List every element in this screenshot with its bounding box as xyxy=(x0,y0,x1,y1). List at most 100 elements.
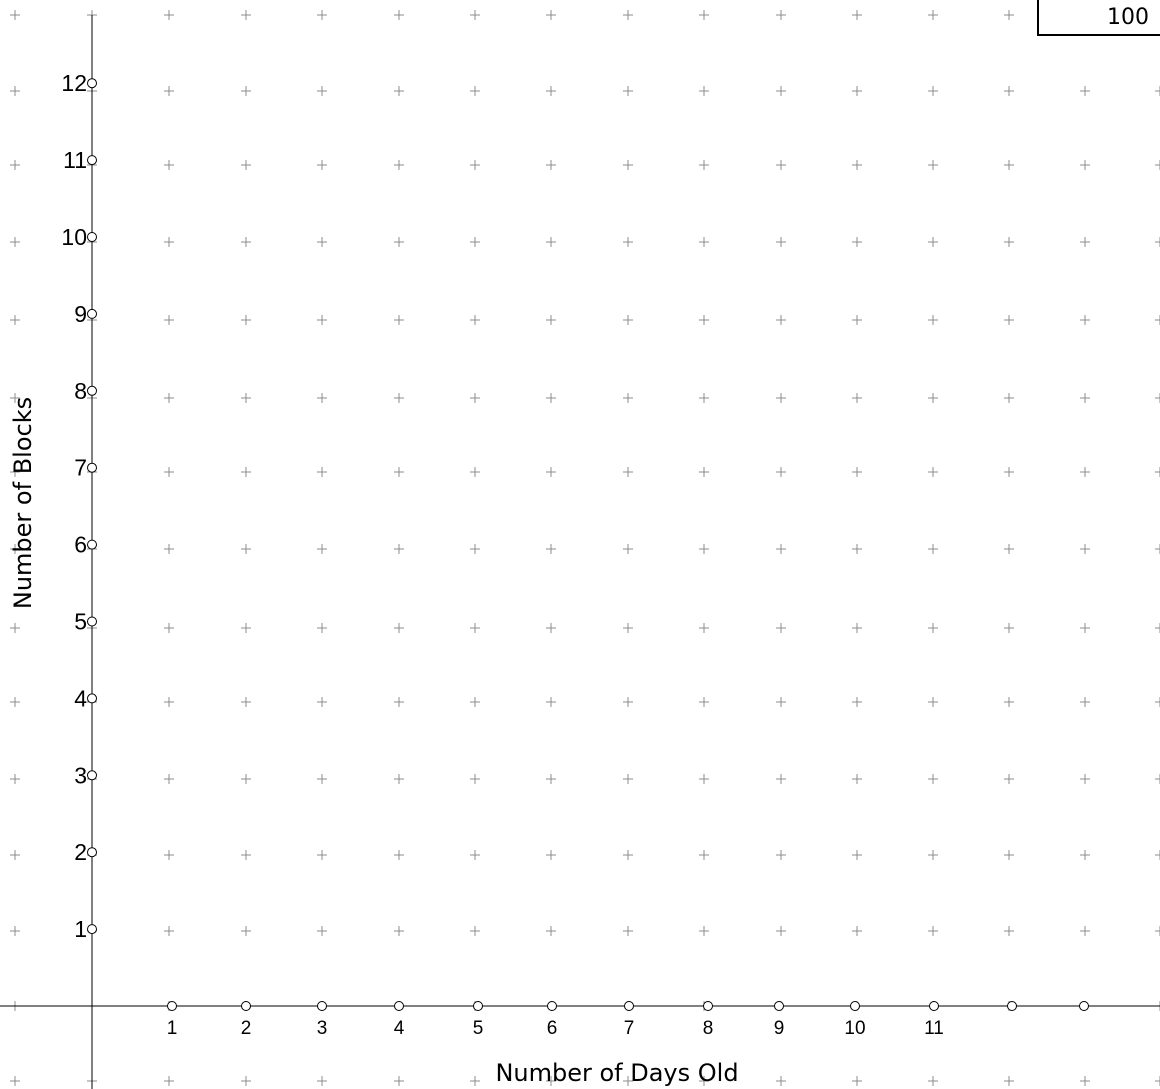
grid-cross xyxy=(623,850,633,860)
grid-cross xyxy=(470,315,480,325)
grid-cross xyxy=(10,86,20,96)
grid-cross xyxy=(241,467,251,477)
grid-cross xyxy=(10,10,20,20)
x-axis-point[interactable] xyxy=(547,1001,557,1011)
grid-cross xyxy=(776,926,786,936)
grid-cross xyxy=(241,774,251,784)
grid-cross xyxy=(699,623,709,633)
y-axis-point[interactable] xyxy=(87,155,97,166)
grid-cross xyxy=(546,697,556,707)
axis-points[interactable] xyxy=(87,78,1089,1011)
zoom-level-value: 100 xyxy=(1107,4,1149,30)
grid-cross xyxy=(164,86,174,96)
grid-cross xyxy=(1155,86,1160,96)
grid-cross xyxy=(1155,774,1160,784)
grid-cross xyxy=(317,237,327,247)
axes xyxy=(0,15,1160,1089)
grid-cross xyxy=(10,926,20,936)
grid-cross xyxy=(852,1076,862,1086)
grid-cross xyxy=(776,697,786,707)
grid-cross xyxy=(164,160,174,170)
grid-cross xyxy=(928,697,938,707)
grid-cross xyxy=(241,237,251,247)
grid-cross xyxy=(928,315,938,325)
y-axis-point[interactable] xyxy=(87,770,97,781)
grid-cross xyxy=(928,467,938,477)
grid-cross xyxy=(1080,315,1090,325)
grid-cross xyxy=(470,697,480,707)
x-axis-point[interactable] xyxy=(167,1001,177,1011)
grid-cross xyxy=(546,926,556,936)
grid-cross xyxy=(394,393,404,403)
grid-cross xyxy=(852,393,862,403)
grid-cross xyxy=(317,850,327,860)
grid-cross xyxy=(1004,774,1014,784)
grid-cross xyxy=(164,467,174,477)
grid-cross xyxy=(852,544,862,554)
x-axis-point[interactable] xyxy=(850,1001,860,1011)
x-axis-point[interactable] xyxy=(394,1001,404,1011)
y-axis-point[interactable] xyxy=(87,232,97,242)
grid-cross xyxy=(164,774,174,784)
grid-cross xyxy=(776,10,786,20)
grid-cross xyxy=(317,1076,327,1086)
grid-cross xyxy=(317,467,327,477)
grid-cross xyxy=(623,315,633,325)
grid-cross xyxy=(1080,774,1090,784)
grid-cross xyxy=(164,544,174,554)
y-axis-point[interactable] xyxy=(87,924,97,935)
grid-cross xyxy=(1004,467,1014,477)
grid-cross xyxy=(623,544,633,554)
grid-cross xyxy=(470,10,480,20)
x-axis-point[interactable] xyxy=(774,1001,784,1011)
grid-cross xyxy=(10,315,20,325)
grid-cross xyxy=(623,1076,633,1086)
y-axis-point[interactable] xyxy=(87,847,97,858)
y-axis-point[interactable] xyxy=(87,78,97,89)
grid-cross xyxy=(852,623,862,633)
grid-cross xyxy=(317,774,327,784)
grid-cross xyxy=(1004,850,1014,860)
x-axis-point[interactable] xyxy=(929,1001,939,1011)
x-axis-point[interactable] xyxy=(703,1001,713,1011)
grid-cross xyxy=(852,10,862,20)
grid-cross xyxy=(623,237,633,247)
grid-cross xyxy=(10,850,20,860)
grid-cross xyxy=(852,160,862,170)
y-axis-point[interactable] xyxy=(87,308,97,319)
x-axis-point[interactable] xyxy=(473,1001,483,1011)
x-axis-point[interactable] xyxy=(241,1001,251,1011)
x-axis-point[interactable] xyxy=(317,1001,327,1011)
grid-cross xyxy=(470,393,480,403)
x-axis-point[interactable] xyxy=(1007,1001,1017,1011)
y-axis-point[interactable] xyxy=(87,385,97,396)
grid-cross xyxy=(1004,393,1014,403)
y-tick-label: 7 xyxy=(74,455,87,481)
grid-cross xyxy=(699,393,709,403)
y-axis-point[interactable] xyxy=(87,462,97,473)
grid-cross xyxy=(470,623,480,633)
x-axis-point[interactable] xyxy=(624,1001,634,1011)
grid-cross xyxy=(394,315,404,325)
grid-cross xyxy=(928,926,938,936)
x-axis-point[interactable] xyxy=(1079,1001,1089,1011)
grid-cross xyxy=(699,697,709,707)
grid-cross xyxy=(1004,237,1014,247)
y-axis-point[interactable] xyxy=(87,616,97,627)
y-axis-point[interactable] xyxy=(87,539,97,550)
grid-cross xyxy=(317,86,327,96)
grid-cross xyxy=(470,1076,480,1086)
grid-cross xyxy=(928,393,938,403)
x-axis-title: Number of Days Old xyxy=(495,1059,738,1087)
grid-cross xyxy=(317,10,327,20)
grid-cross xyxy=(164,697,174,707)
grid-cross xyxy=(1080,926,1090,936)
grid-cross xyxy=(928,10,938,20)
grid-cross xyxy=(1004,160,1014,170)
grid-cross xyxy=(317,160,327,170)
grid-cross xyxy=(394,926,404,936)
y-axis-point[interactable] xyxy=(87,693,97,704)
grid-cross xyxy=(852,774,862,784)
